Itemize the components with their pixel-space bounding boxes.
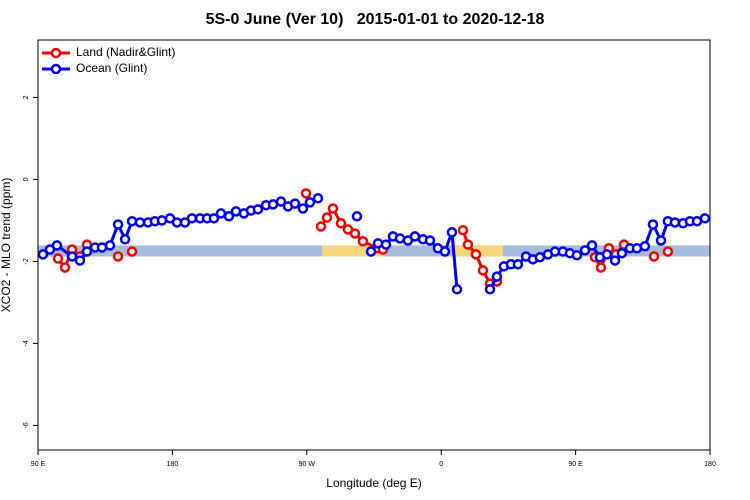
data-point <box>639 240 651 252</box>
data-point <box>304 197 316 208</box>
data-point <box>134 217 146 228</box>
data-point <box>335 218 347 229</box>
data-point <box>662 246 674 257</box>
data-point <box>252 204 264 215</box>
data-point <box>297 203 309 214</box>
data-point <box>315 221 327 232</box>
x-tick-label: 90 E <box>31 461 46 468</box>
data-point <box>534 252 546 263</box>
data-point <box>215 208 227 219</box>
data-point <box>451 284 463 295</box>
data-point <box>601 249 613 260</box>
data-point <box>126 215 138 227</box>
y-axis-label: XCO2 - MLO trend (ppm) <box>0 178 13 313</box>
data-point <box>327 203 339 214</box>
data-point <box>571 250 583 261</box>
data-point <box>126 246 138 257</box>
x-tick-label: 90 E <box>568 461 583 468</box>
data-point <box>470 249 482 260</box>
data-point <box>669 217 681 228</box>
chart-title: 5S-0 June (Ver 10) 2015-01-01 to 2020-12… <box>206 11 545 28</box>
data-point <box>74 255 86 266</box>
data-point <box>81 246 93 257</box>
x-tick-label: 90 W <box>299 461 316 468</box>
data-point <box>409 231 421 242</box>
data-point <box>462 239 474 250</box>
legend-label: Ocean (Glint) <box>76 61 147 75</box>
data-point <box>579 245 591 256</box>
data-point <box>609 255 621 266</box>
data-point <box>457 224 469 236</box>
x-tick-label: 0 <box>439 461 443 468</box>
data-point <box>477 265 489 276</box>
plot-frame <box>37 39 711 451</box>
data-point <box>112 251 124 262</box>
legend-marker <box>50 63 62 75</box>
data-point <box>424 235 436 246</box>
data-point <box>51 240 63 251</box>
y-tick-label: -4 <box>23 340 30 346</box>
data-point <box>312 193 324 204</box>
data-point <box>586 240 598 251</box>
data-point <box>112 219 124 230</box>
data-point <box>37 249 49 260</box>
band <box>322 245 385 257</box>
y-tick-label: -6 <box>23 422 30 428</box>
legend-label: Land (Nadir&Glint) <box>76 45 175 59</box>
data-point <box>655 235 667 246</box>
data-point <box>119 234 131 245</box>
data-point <box>321 212 333 223</box>
data-point <box>365 246 377 257</box>
data-point <box>223 211 235 222</box>
data-point <box>380 239 392 250</box>
x-tick-label: 180 <box>704 461 716 468</box>
x-axis-label: Longitude (deg E) <box>326 476 421 490</box>
data-point <box>512 259 524 270</box>
data-point <box>357 236 369 247</box>
data-point <box>104 240 116 251</box>
data-point <box>616 247 628 259</box>
data-point <box>372 238 384 249</box>
x-tick-label: 180 <box>167 461 179 468</box>
data-point <box>439 246 451 257</box>
data-point <box>289 198 301 209</box>
data-point <box>351 211 363 222</box>
data-point <box>484 284 496 295</box>
y-tick-label: -2 <box>23 258 30 264</box>
data-point <box>699 213 711 224</box>
data-point <box>491 271 503 282</box>
data-point <box>66 251 78 262</box>
y-tick-label: 2 <box>23 95 30 99</box>
data-point <box>275 196 287 207</box>
data-point <box>595 262 607 273</box>
y-tick-label: 0 <box>23 177 30 181</box>
data-point <box>156 215 168 226</box>
data-point <box>300 188 312 199</box>
data-point <box>648 251 660 262</box>
data-point <box>208 213 220 224</box>
data-point <box>59 262 71 273</box>
data-point <box>186 213 198 224</box>
data-point <box>52 253 64 264</box>
data-point <box>647 219 659 230</box>
data-point <box>349 228 361 239</box>
legend-marker <box>50 47 62 59</box>
data-point <box>446 227 458 238</box>
